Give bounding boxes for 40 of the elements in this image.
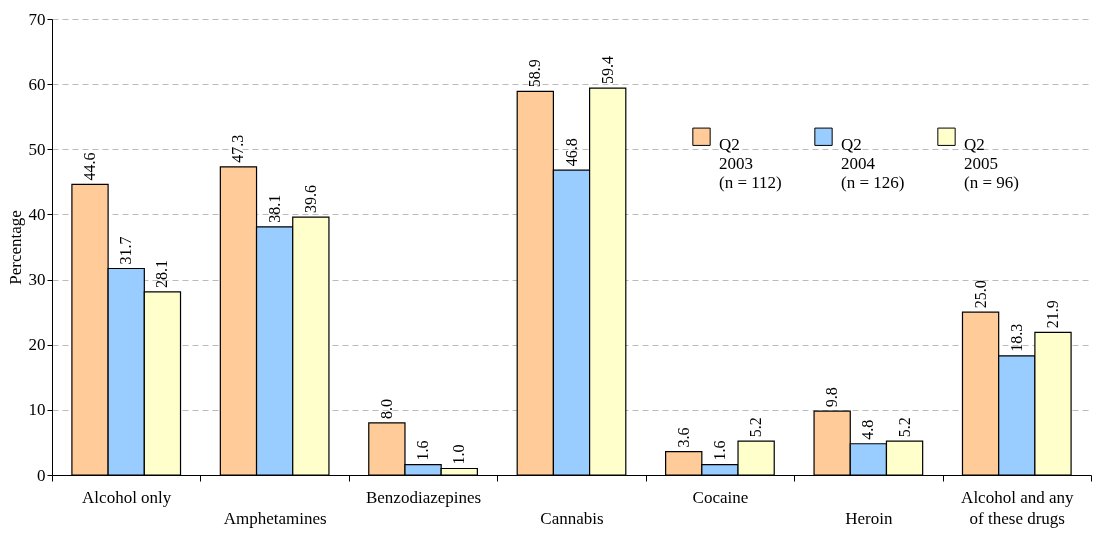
legend-label: Q2 2003 (n = 112) xyxy=(719,134,782,192)
text: 4.8 xyxy=(859,419,877,440)
text: 47.3 xyxy=(229,134,247,163)
text: 38.1 xyxy=(265,194,283,223)
y-tick-label: 0 xyxy=(37,465,46,485)
text: 5.2 xyxy=(895,417,913,438)
x-tick-label: Heroin xyxy=(845,508,893,528)
text: 21.9 xyxy=(1043,300,1061,329)
text: 1.6 xyxy=(710,440,728,461)
text: 59.4 xyxy=(598,56,616,85)
y-tick-label: 50 xyxy=(28,139,46,159)
text: 1.6 xyxy=(414,440,432,461)
text: 39.6 xyxy=(301,185,319,214)
x-tick-label: Amphetamines xyxy=(223,508,327,528)
y-tick-label: 30 xyxy=(28,270,46,290)
text: 46.8 xyxy=(562,138,580,167)
y-tick-label: 40 xyxy=(28,204,46,224)
y-tick-label: 70 xyxy=(28,9,46,29)
text: 5.2 xyxy=(747,417,765,438)
text: 31.7 xyxy=(117,236,135,265)
text: 28.1 xyxy=(153,259,171,288)
legend-label: Q2 2004 (n = 126) xyxy=(841,134,905,192)
text: 18.3 xyxy=(1007,323,1025,352)
x-tick-label: Benzodiazepines xyxy=(365,487,482,507)
legend-label: Q2 2005 (n = 96) xyxy=(964,134,1019,192)
y-tick-label: 60 xyxy=(28,74,46,94)
text: 8.0 xyxy=(377,398,395,419)
x-tick-label: Alcohol and any of these drugs xyxy=(961,487,1074,528)
text: 1.0 xyxy=(450,444,468,465)
text: 58.9 xyxy=(526,59,544,88)
y-tick-label: 20 xyxy=(28,335,46,355)
x-tick-label: Alcohol only xyxy=(82,487,172,507)
y-tick-label: 10 xyxy=(28,400,46,420)
text: 44.6 xyxy=(81,152,99,181)
text: 3.6 xyxy=(674,427,692,448)
text: 9.8 xyxy=(823,387,841,408)
x-tick-label: Cannabis xyxy=(540,508,604,528)
x-tick-label: Cocaine xyxy=(692,487,749,507)
text: 25.0 xyxy=(971,280,989,309)
y-axis-title: Percentage xyxy=(5,210,25,285)
